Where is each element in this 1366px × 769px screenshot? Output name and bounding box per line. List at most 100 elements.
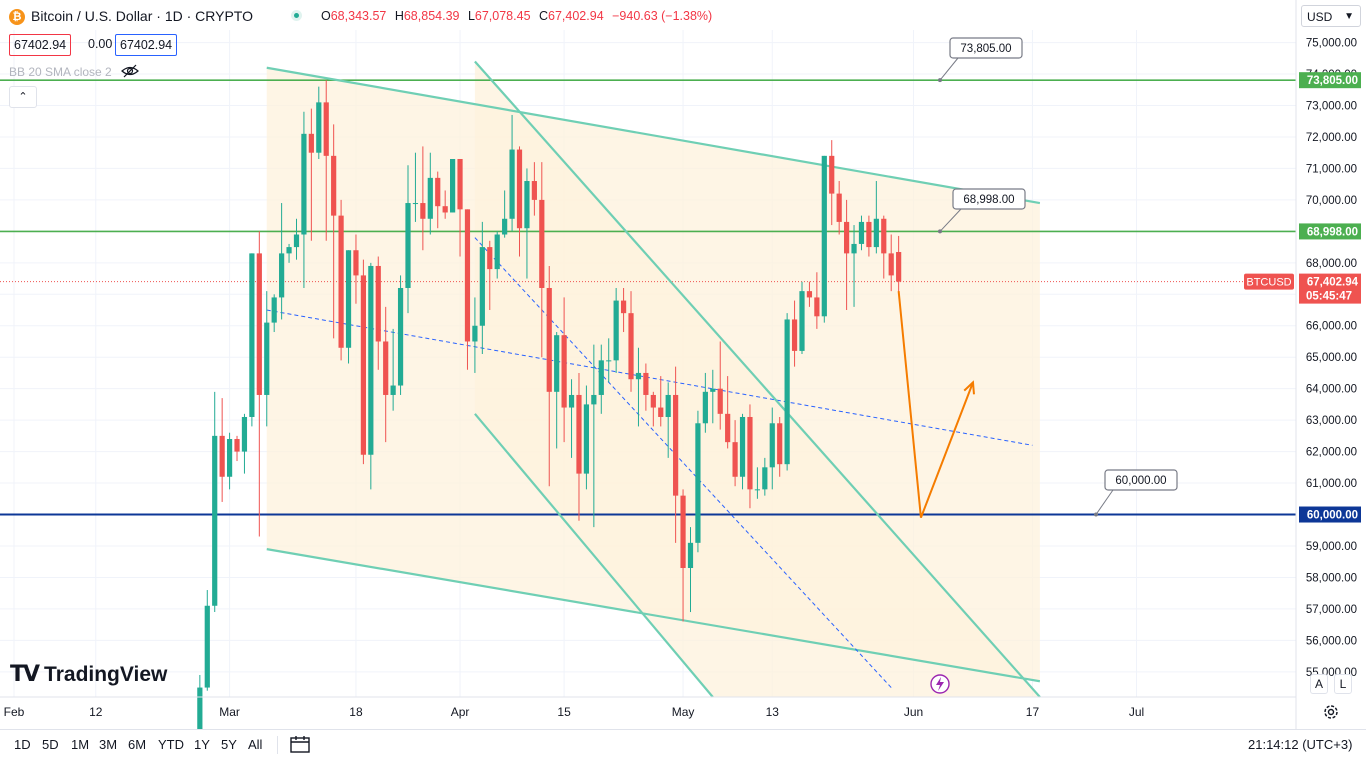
clock-readout[interactable]: 21:14:12 (UTC+3) — [1248, 737, 1353, 752]
candle — [650, 391, 656, 427]
candle — [249, 253, 255, 427]
candle — [226, 432, 233, 490]
candle-body — [487, 247, 493, 270]
price-tick-label: 75,000.00 — [1306, 38, 1357, 50]
auto-scale-button[interactable]: A — [1310, 674, 1328, 694]
candle — [219, 398, 225, 502]
candle-body — [784, 319, 790, 465]
candle — [836, 181, 842, 235]
candle-body — [212, 435, 218, 606]
log-scale-button[interactable]: L — [1334, 674, 1352, 694]
candle — [442, 190, 448, 219]
candle — [472, 297, 478, 373]
candle — [821, 155, 827, 323]
candle — [591, 344, 597, 528]
candle — [397, 275, 404, 395]
tradingview-wordmark: TradingView — [44, 662, 168, 686]
sell-price-box[interactable]: 67402.94 — [9, 34, 72, 56]
range-button-ytd[interactable]: YTD — [158, 737, 184, 752]
symbol-title[interactable]: Bitcoin / U.S. Dollar · 1D · CRYPTO — [31, 8, 253, 24]
candle-body — [606, 360, 612, 362]
time-tick-label: 18 — [349, 705, 363, 719]
candle-body — [858, 221, 865, 244]
candle — [323, 80, 329, 241]
candle — [368, 262, 374, 490]
candle-body — [620, 300, 627, 314]
candle — [754, 467, 760, 499]
channel-b-upper — [474, 60, 1041, 698]
gear-icon[interactable] — [1322, 703, 1340, 721]
range-button-3m[interactable]: 3M — [99, 737, 118, 752]
candle — [762, 457, 768, 496]
candle-body — [754, 489, 760, 491]
candle-body — [732, 442, 738, 477]
candle — [851, 225, 857, 307]
callout-label: 73,805.00 — [960, 43, 1011, 55]
candle-body — [539, 199, 545, 288]
candle-body — [881, 218, 887, 254]
candle — [531, 162, 537, 216]
range-button-5y[interactable]: 5Y — [221, 737, 237, 752]
level-tag-label: 60,000.00 — [1307, 510, 1358, 522]
collapse-legend-button[interactable]: ⌃ — [9, 86, 37, 108]
price-tick-label: 59,000.00 — [1306, 541, 1357, 553]
spread-value: 0.00 — [88, 37, 113, 51]
candle-body — [821, 155, 827, 317]
candle-body — [338, 215, 344, 348]
buy-price-box[interactable]: 67402.94 — [115, 34, 178, 56]
last-price-tag-bg — [1299, 273, 1361, 304]
candle — [375, 256, 381, 370]
candle — [598, 344, 604, 414]
candle-body — [390, 385, 396, 395]
calendar-icon[interactable] — [289, 735, 311, 753]
price-callouts: 73,805.00 68,998.00 60,000.00 — [930, 37, 1178, 694]
open-value: 68,343.57 — [330, 9, 387, 23]
range-button-1m[interactable]: 1M — [71, 737, 90, 752]
candle — [539, 162, 545, 358]
range-button-1d[interactable]: 1D — [14, 737, 31, 752]
candle-body — [286, 247, 292, 254]
candle-body — [844, 221, 850, 254]
candle — [435, 171, 441, 229]
candle-body — [762, 467, 768, 490]
currency-select[interactable]: USD ▼ — [1301, 5, 1361, 27]
candle-body — [271, 297, 277, 323]
range-button-all[interactable]: All — [248, 737, 263, 752]
candle-body — [628, 313, 634, 380]
callout-box — [949, 37, 1023, 59]
candle — [301, 111, 307, 288]
candle — [234, 435, 240, 462]
candle — [264, 291, 270, 427]
candle — [345, 250, 352, 364]
candle-body — [234, 439, 240, 452]
time-tick-label: Apr — [451, 705, 470, 719]
eye-hidden-icon[interactable] — [121, 64, 139, 78]
candle — [405, 165, 411, 314]
tradingview-logo[interactable]: TV TradingView — [10, 662, 167, 687]
candle-body — [791, 319, 798, 351]
indicator-label[interactable]: BB 20 SMA close 2 — [9, 65, 112, 79]
candle — [383, 306, 389, 443]
market-status-icon[interactable] — [291, 10, 302, 21]
candle — [725, 376, 731, 449]
range-button-5d[interactable]: 5D — [42, 737, 59, 752]
time-tick-label: Mar — [219, 705, 240, 719]
open-label: O — [321, 9, 331, 23]
level-tag-label: 68,998.00 — [1307, 226, 1358, 238]
price-tick-label: 61,000.00 — [1306, 478, 1357, 490]
range-button-1y[interactable]: 1Y — [194, 737, 210, 752]
price-tick-label: 65,000.00 — [1306, 352, 1357, 364]
candle-body — [316, 102, 322, 153]
price-tick-label: 64,000.00 — [1306, 384, 1357, 396]
candle — [844, 199, 850, 311]
range-button-6m[interactable]: 6M — [128, 737, 147, 752]
price-tick-label: 72,000.00 — [1306, 132, 1357, 144]
candle-body — [851, 243, 857, 254]
level-tag-label: 73,805.00 — [1307, 75, 1358, 87]
candle-body — [405, 203, 411, 288]
time-tick-label: Feb — [4, 705, 25, 719]
candle — [769, 407, 775, 490]
candle — [427, 152, 433, 235]
candle-body — [598, 360, 604, 395]
